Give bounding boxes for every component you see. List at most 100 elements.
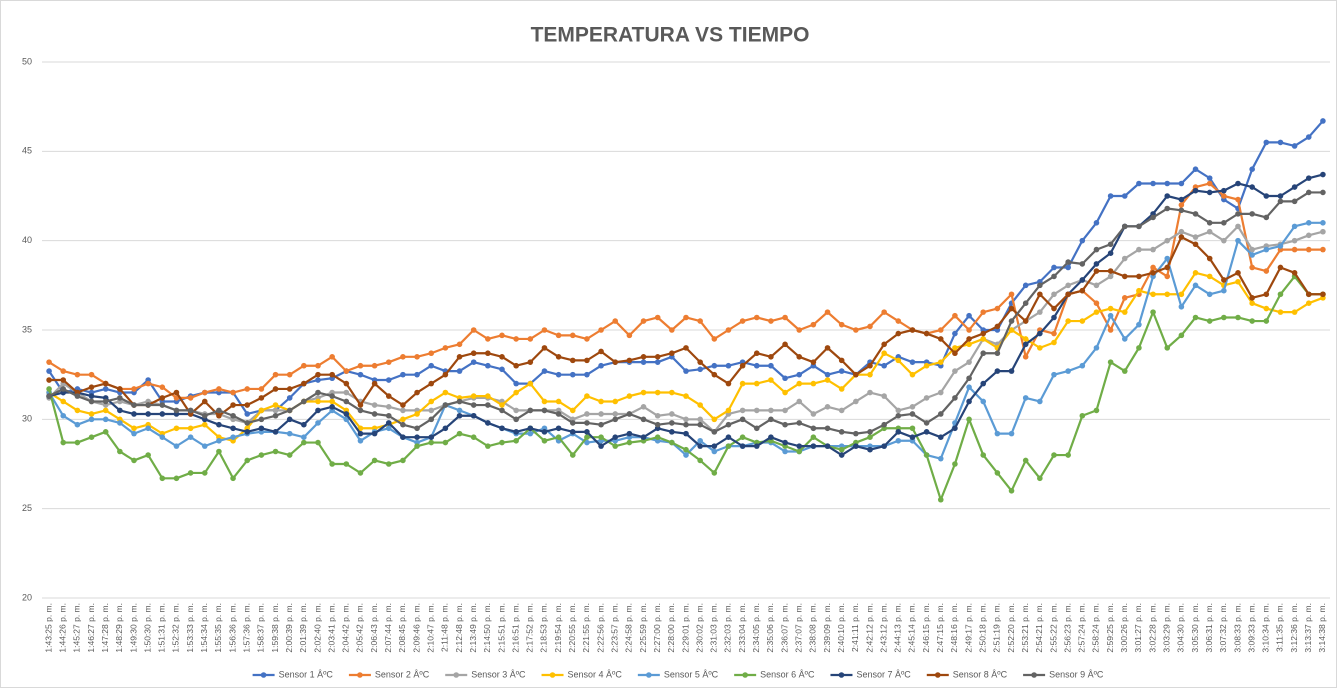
data-point — [456, 368, 463, 374]
data-point — [131, 425, 137, 432]
data-point — [357, 425, 364, 432]
data-point — [683, 393, 689, 399]
data-point — [1263, 268, 1270, 274]
data-point — [598, 443, 604, 449]
data-point — [1235, 314, 1241, 321]
x-tick-label: 2:44:13 p. m. — [893, 603, 903, 653]
data-point — [1221, 187, 1227, 194]
data-point — [555, 425, 562, 432]
data-point — [1249, 295, 1255, 301]
data-point — [1008, 368, 1015, 374]
data-point — [117, 395, 123, 401]
data-point — [584, 411, 590, 417]
data-point — [456, 407, 463, 414]
x-tick-label: 2:41:11 p. m. — [850, 603, 860, 652]
data-point — [1150, 270, 1156, 276]
data-point — [1022, 282, 1029, 289]
data-point — [1079, 412, 1086, 419]
data-point — [1263, 318, 1270, 324]
data-point — [1178, 234, 1185, 240]
data-point — [1093, 282, 1100, 289]
legend-item: Sensor 6 ÂºC — [734, 669, 815, 679]
data-point — [1277, 264, 1284, 271]
data-point — [1008, 488, 1015, 494]
legend-label: Sensor 5 ÂºC — [664, 669, 719, 679]
data-point — [258, 407, 265, 414]
data-point — [1093, 345, 1100, 351]
data-point — [400, 402, 406, 408]
data-point — [683, 416, 689, 423]
x-tick-label: 2:16:51 p. m. — [510, 603, 520, 653]
data-point — [966, 359, 972, 365]
x-tick-label: 2:15:51 p. m. — [496, 603, 506, 653]
data-point — [1051, 305, 1057, 312]
data-point — [1291, 246, 1298, 253]
data-point — [1305, 220, 1312, 226]
data-point — [753, 362, 760, 369]
data-point — [626, 439, 633, 446]
data-point — [810, 425, 817, 432]
data-point — [1093, 220, 1100, 226]
data-point — [824, 377, 831, 383]
x-tick-label: 2:59:25 p. m. — [1105, 603, 1115, 653]
data-point — [895, 437, 902, 444]
data-point — [895, 357, 902, 364]
data-point — [1107, 250, 1114, 256]
data-point — [272, 448, 279, 455]
legend-label: Sensor 4 ÂºC — [568, 669, 623, 679]
data-point — [173, 389, 180, 396]
data-point — [612, 398, 619, 405]
data-point — [88, 384, 95, 390]
data-point — [46, 386, 52, 392]
legend-label: Sensor 6 ÂºC — [760, 669, 815, 679]
data-point — [1093, 268, 1100, 274]
data-point — [244, 386, 251, 392]
x-tick-label: 1:59:38 p. m. — [270, 603, 280, 653]
data-point — [598, 411, 604, 417]
data-point — [513, 380, 519, 387]
data-point — [725, 434, 732, 441]
data-point — [1249, 166, 1255, 172]
data-point — [584, 393, 590, 399]
data-point — [131, 402, 137, 408]
data-point — [626, 430, 633, 437]
data-point — [102, 386, 109, 392]
data-point — [1107, 359, 1114, 365]
data-point — [1164, 345, 1171, 351]
legend-label: Sensor 8 ÂºC — [953, 669, 1008, 679]
data-point — [244, 402, 251, 408]
data-point — [782, 407, 788, 414]
data-point — [1277, 198, 1284, 205]
data-point — [683, 430, 689, 437]
data-point — [301, 421, 307, 428]
x-tick-label: 2:38:08 p. m. — [808, 603, 818, 653]
data-point — [1107, 305, 1114, 312]
data-point — [824, 345, 831, 351]
x-tick-label: 2:04:42 p. m. — [341, 603, 351, 653]
x-tick-label: 3:03:29 p. m. — [1161, 603, 1171, 653]
legend-label: Sensor 9 ÂºC — [1049, 669, 1104, 679]
data-point — [499, 425, 505, 432]
data-point — [697, 366, 703, 373]
data-point — [768, 377, 774, 383]
data-point — [329, 398, 335, 405]
data-point — [131, 386, 137, 392]
data-point — [88, 393, 95, 399]
x-tick-label: 2:36:07 p. m. — [779, 603, 789, 653]
data-point — [753, 350, 760, 357]
x-tick-label: 2:48:16 p. m. — [949, 603, 959, 653]
data-point — [216, 421, 222, 428]
data-point — [74, 371, 81, 378]
x-tick-label: 1:44:26 p. m. — [57, 603, 67, 653]
data-point — [258, 395, 265, 401]
x-tick-label: 2:05:42 p. m. — [355, 603, 365, 653]
data-point — [201, 421, 208, 428]
x-tick-label: 3:01:27 p. m. — [1133, 603, 1143, 653]
data-point — [980, 350, 987, 357]
data-point — [782, 439, 788, 446]
data-point — [824, 371, 831, 378]
data-point — [60, 398, 67, 405]
data-point — [1136, 287, 1142, 294]
